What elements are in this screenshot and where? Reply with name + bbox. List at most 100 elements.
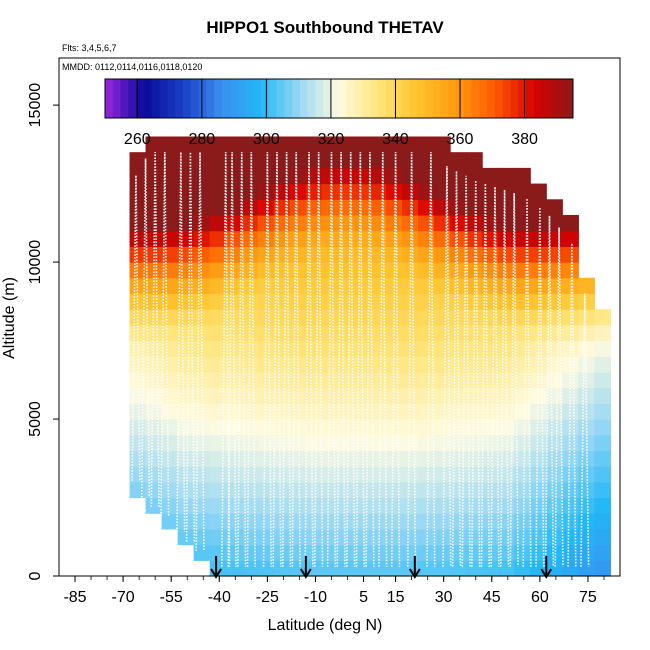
colorbar-segment <box>518 79 527 118</box>
heatmap-cell <box>546 340 563 357</box>
heatmap-cell <box>145 356 163 373</box>
x-tick-label: 60 <box>531 589 549 606</box>
sounding-trace <box>326 152 337 567</box>
heatmap-cell <box>530 450 547 467</box>
heatmap-cell <box>337 371 355 389</box>
colorbar-segment <box>339 79 348 118</box>
heatmap-cell <box>225 199 243 216</box>
heatmap-cell <box>353 450 371 467</box>
y-tick-label: 5000 <box>27 401 44 437</box>
heatmap-cell <box>337 434 355 452</box>
heatmap-cell <box>418 136 435 153</box>
heatmap-cell <box>353 199 371 216</box>
heatmap-cell <box>193 293 211 310</box>
x-tick-label: -40 <box>208 589 231 606</box>
heatmap-cell <box>530 528 547 546</box>
heatmap-cell <box>129 481 147 499</box>
heatmap-cell <box>530 419 547 436</box>
heatmap-cell <box>530 277 547 295</box>
colorbar-segment <box>105 79 114 118</box>
heatmap-cell <box>337 340 355 357</box>
heatmap-cell <box>289 513 307 530</box>
heatmap-cell <box>402 481 419 499</box>
heatmap-cell <box>385 324 403 342</box>
heatmap-cell <box>177 403 195 420</box>
heatmap-cell <box>385 403 403 420</box>
flight-marker-arrowhead <box>540 568 553 579</box>
heatmap-cell <box>225 560 243 577</box>
heatmap-cell <box>177 387 195 404</box>
heatmap-cell <box>161 167 179 185</box>
heatmap-cell <box>594 466 611 483</box>
heatmap-cell <box>562 481 579 499</box>
heatmap-cell <box>530 434 547 452</box>
heatmap-cell <box>177 340 195 357</box>
heatmap-cell <box>241 560 259 577</box>
heatmap-cell <box>321 481 339 499</box>
heatmap-cell <box>369 167 387 185</box>
heatmap-cell <box>353 167 371 185</box>
heatmap-cell <box>402 497 419 514</box>
heatmap-cell <box>353 340 371 357</box>
heatmap-cell <box>193 450 211 467</box>
heatmap-cell <box>305 513 323 530</box>
heatmap-cell <box>225 167 243 185</box>
heatmap-cell <box>546 466 563 483</box>
heatmap-cell <box>562 513 579 530</box>
colorbar-segment <box>557 79 566 118</box>
colorbar-segment <box>190 79 200 118</box>
heatmap-cell <box>225 481 243 499</box>
heatmap-cell <box>193 466 211 483</box>
heatmap-cell <box>498 544 515 561</box>
heatmap-cell <box>321 167 339 185</box>
heatmap-cell <box>594 309 611 326</box>
heatmap-cell <box>418 513 435 530</box>
heatmap-cell <box>385 152 403 169</box>
heatmap-cell <box>161 277 179 295</box>
heatmap-cell <box>578 434 595 452</box>
heatmap-cell <box>305 387 323 404</box>
x-tick-label: 45 <box>483 589 501 606</box>
colorbar-tick-label: 300 <box>253 131 280 148</box>
sounding-trace <box>378 152 388 567</box>
heatmap-cell <box>418 371 435 389</box>
colorbar-segment <box>463 79 473 118</box>
colorbar-segment <box>362 79 371 118</box>
heatmap-cell <box>514 419 531 436</box>
heatmap-cell <box>562 230 579 247</box>
heatmap-cell <box>450 371 467 389</box>
heatmap-cell <box>514 214 531 232</box>
heatmap-cell <box>193 544 211 561</box>
heatmap-cell <box>145 450 163 467</box>
heatmap-cell <box>369 356 387 373</box>
heatmap-cell <box>177 167 195 185</box>
flight-marker-arrowhead <box>299 568 312 579</box>
heatmap-cell <box>562 560 579 577</box>
x-axis-label: Latitude (deg N) <box>268 617 383 634</box>
heatmap-cell <box>402 513 419 530</box>
colorbar-segment <box>549 79 558 118</box>
heatmap-cell <box>273 387 291 404</box>
heatmap-cell <box>177 497 195 514</box>
heatmap-cell <box>289 481 307 499</box>
heatmap-cell <box>209 152 227 169</box>
colorbar-tick-label: 260 <box>124 131 151 148</box>
heatmap-cell <box>514 544 531 561</box>
heatmap-cell <box>578 277 595 295</box>
heatmap-cell <box>257 513 275 530</box>
heatmap-cell <box>418 214 435 232</box>
heatmap-cell <box>369 277 387 295</box>
colorbar-segment <box>276 79 285 118</box>
heatmap-cell <box>161 309 179 326</box>
heatmap-cell <box>385 481 403 499</box>
heatmap-cell <box>145 214 163 232</box>
heatmap-cell <box>385 136 403 153</box>
heatmap-cell <box>466 466 483 483</box>
heatmap-cell <box>418 356 435 373</box>
x-tick-label: 75 <box>579 589 597 606</box>
heatmap-cell <box>578 324 595 342</box>
heatmap-cell <box>594 403 611 420</box>
heatmap-cell <box>369 450 387 467</box>
sounding-trace <box>314 152 324 567</box>
heatmap-cell <box>450 167 467 185</box>
